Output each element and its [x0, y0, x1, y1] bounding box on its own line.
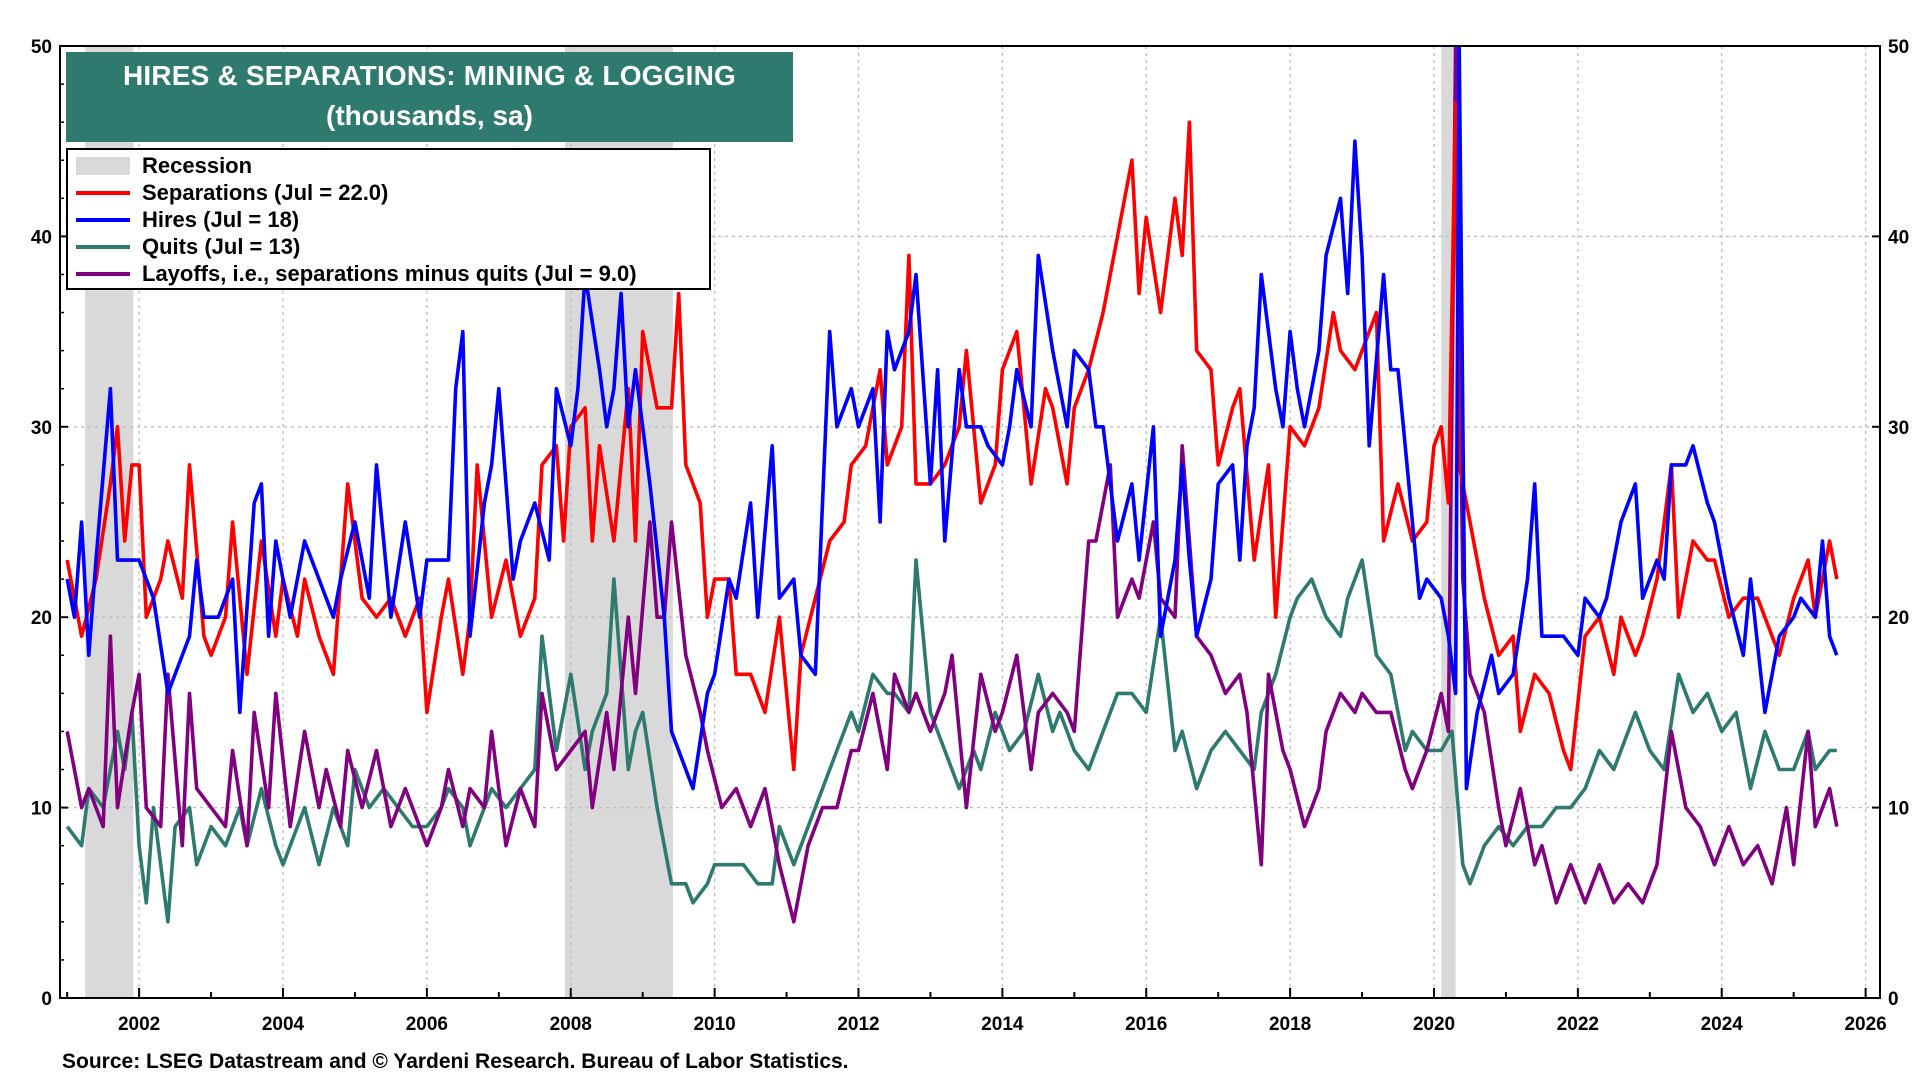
- ytick-label-right-40: 40: [1888, 227, 1909, 248]
- data-series: [65, 46, 1839, 924]
- plot-frame: [59, 45, 1881, 999]
- series-line-hires: [65, 46, 1839, 791]
- series-line-layoffs: [65, 46, 1839, 924]
- series-line-separations: [65, 101, 1839, 772]
- xtick-label-2014: 2014: [981, 1014, 1024, 1035]
- legend-item-quits: Quits (Jul = 13): [76, 233, 709, 260]
- chart-subtitle: (thousands, sa): [326, 100, 533, 131]
- ytick-label-right-50: 50: [1888, 37, 1909, 58]
- xtick-label-2024: 2024: [1701, 1014, 1744, 1035]
- legend-item-hires: Hires (Jul = 18): [76, 206, 709, 233]
- legend-label-quits: Quits (Jul = 13): [142, 233, 301, 259]
- legend-swatch-recession: [76, 156, 130, 175]
- xtick-label-2006: 2006: [406, 1014, 448, 1035]
- xtick-label-2004: 2004: [262, 1014, 305, 1035]
- chart-title-box: HIRES & SEPARATIONS: MINING & LOGGING (t…: [66, 52, 793, 142]
- legend-swatch-separations: [76, 190, 130, 195]
- legend-item-layoffs: Layoffs, i.e., separations minus quits (…: [76, 260, 709, 287]
- legend-label-layoffs: Layoffs, i.e., separations minus quits (…: [142, 260, 637, 286]
- ytick-label-right-20: 20: [1888, 608, 1909, 629]
- xtick-label-2020: 2020: [1413, 1014, 1455, 1035]
- ytick-label-right-10: 10: [1888, 799, 1909, 820]
- ytick-label-left-30: 30: [31, 418, 52, 439]
- legend-swatch-hires: [76, 217, 130, 222]
- source-note: Source: LSEG Datastream and © Yardeni Re…: [62, 1050, 849, 1073]
- ytick-label-left-0: 0: [41, 989, 52, 1010]
- legend-swatch-layoffs: [76, 271, 130, 276]
- ytick-label-left-10: 10: [31, 799, 52, 820]
- xtick-label-2002: 2002: [118, 1014, 160, 1035]
- axes: [59, 45, 1881, 999]
- legend-label-recession: Recession: [142, 152, 253, 178]
- ytick-label-left-50: 50: [31, 37, 52, 58]
- xtick-label-2018: 2018: [1269, 1014, 1311, 1035]
- xtick-label-2026: 2026: [1844, 1014, 1886, 1035]
- legend-label-separations: Separations (Jul = 22.0): [142, 179, 389, 205]
- ytick-label-left-20: 20: [31, 608, 52, 629]
- legend: Recession Separations (Jul = 22.0) Hires…: [66, 148, 711, 290]
- legend-item-recession: Recession: [76, 152, 709, 179]
- xtick-label-2016: 2016: [1125, 1014, 1167, 1035]
- xtick-label-2012: 2012: [837, 1014, 879, 1035]
- ytick-label-right-30: 30: [1888, 418, 1909, 439]
- legend-swatch-quits: [76, 244, 130, 249]
- ytick-label-left-40: 40: [31, 227, 52, 248]
- xtick-label-2010: 2010: [693, 1014, 735, 1035]
- legend-label-hires: Hires (Jul = 18): [142, 206, 300, 232]
- legend-item-separations: Separations (Jul = 22.0): [76, 179, 709, 206]
- xtick-label-2008: 2008: [550, 1014, 592, 1035]
- xtick-label-2022: 2022: [1557, 1014, 1599, 1035]
- chart-title: HIRES & SEPARATIONS: MINING & LOGGING: [122, 60, 737, 91]
- ytick-label-right-0: 0: [1888, 989, 1899, 1010]
